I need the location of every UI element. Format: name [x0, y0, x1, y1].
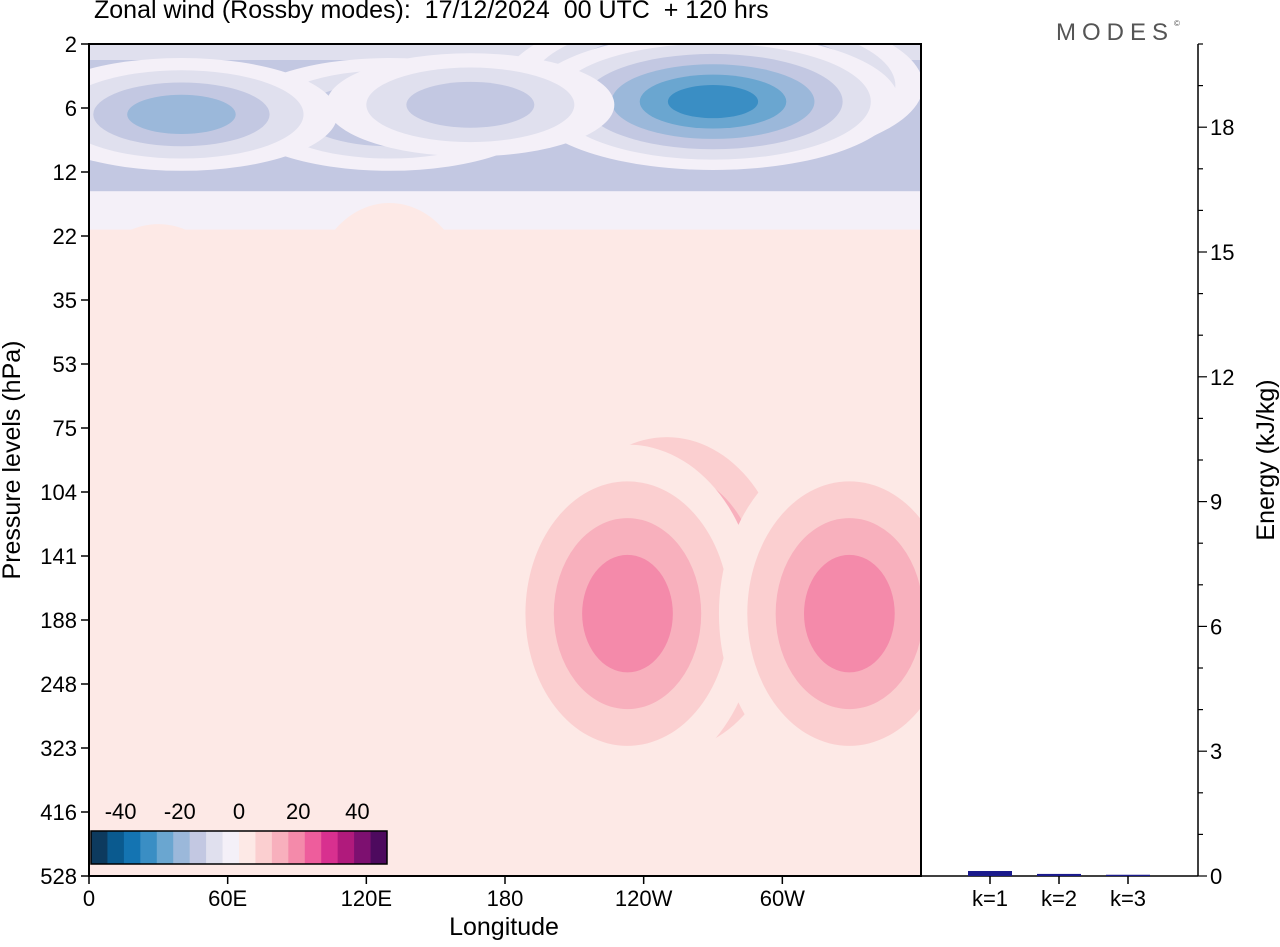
field-contour-3-3 [127, 94, 236, 135]
colorbar-swatch [173, 831, 191, 864]
energy-tick-label: 9 [1210, 490, 1222, 515]
colorbar-swatch [123, 831, 141, 864]
energy-axis-label: Energy (kJ/kg) [1252, 379, 1280, 540]
y-axis-label: Pressure levels (hPa) [0, 341, 26, 580]
x-tick-label: 180 [487, 886, 524, 911]
colorbar-swatch [239, 831, 256, 864]
y-tick-label: 6 [65, 96, 77, 121]
y-tick-label: 248 [40, 672, 77, 697]
colorbar-swatch [271, 831, 289, 864]
colorbar-swatch [107, 831, 125, 864]
energy-category-label: k=2 [1041, 886, 1077, 911]
x-tick-label: 0 [83, 886, 95, 911]
field-contour-11-0 [89, 542, 169, 737]
colorbar: -40 -20 0 20 40 [90, 799, 388, 865]
logo-text: MODES [1056, 19, 1175, 46]
colorbar-tick-label: -40 [105, 799, 137, 824]
y-tick-label: 323 [40, 736, 77, 761]
energy-bar [968, 871, 1012, 876]
field-contour-6-3 [582, 554, 673, 673]
y-tick-label: 104 [40, 480, 77, 505]
field-contour-4-2 [406, 81, 535, 128]
colorbar-swatch [140, 831, 158, 864]
hovmoller-heatmap [89, 44, 921, 876]
colorbar-swatch [337, 831, 355, 864]
logo-copyright-mark: © [1174, 19, 1180, 28]
colorbar-tick-label: 20 [286, 799, 310, 824]
y-tick-label: 2 [65, 32, 77, 57]
colorbar-swatch [222, 831, 240, 864]
colorbar-tick-label: 0 [233, 799, 245, 824]
energy-tick-label: 12 [1210, 365, 1234, 390]
energy-bar-panel: 0 3 6 9 12 15 18 k=1 k=2 k=3 [921, 43, 1234, 911]
y-tick-label: 22 [53, 224, 77, 249]
field-contour-7-3 [803, 554, 895, 673]
pressure-axis: 2 6 12 22 35 53 75 104 141 188 248 323 416 528 [40, 32, 89, 889]
x-tick-label: 60W [760, 886, 805, 911]
y-tick-label: 35 [53, 288, 77, 313]
field-contour-9-0 [89, 224, 241, 428]
colorbar-swatch [189, 831, 207, 864]
energy-tick-label: 3 [1210, 739, 1222, 764]
y-tick-label: 12 [53, 160, 77, 185]
field-contour-10-0 [310, 203, 469, 397]
colorbar-swatch [288, 831, 306, 864]
colorbar-swatch [156, 831, 174, 864]
y-tick-label: 75 [53, 416, 77, 441]
y-tick-label: 53 [53, 352, 77, 377]
colorbar-swatch [91, 831, 108, 864]
energy-tick-label: 0 [1210, 864, 1222, 889]
energy-tick-label: 18 [1210, 115, 1234, 140]
energy-bar [1106, 874, 1150, 876]
y-tick-label: 528 [40, 864, 77, 889]
colorbar-swatch [370, 831, 388, 864]
colorbar-frame [90, 830, 388, 865]
chart-title: Zonal wind (Rossby modes): 17/12/2024 00… [94, 0, 769, 24]
y-tick-label: 416 [40, 800, 77, 825]
energy-tick-label: 15 [1210, 240, 1234, 265]
x-tick-label: 120E [341, 886, 392, 911]
energy-category-label: k=1 [972, 886, 1008, 911]
x-tick-label: 60E [208, 886, 247, 911]
x-tick-label: 120W [615, 886, 673, 911]
colorbar-tick-label: 40 [345, 799, 369, 824]
colorbar-swatch [354, 831, 371, 864]
field-easterly-edge [89, 191, 921, 230]
energy-bar [1037, 873, 1081, 876]
field-contour-1-5 [667, 85, 759, 119]
x-axis-label: Longitude [449, 913, 559, 941]
colorbar-swatch [255, 831, 273, 864]
colorbar-swatch [206, 831, 223, 864]
energy-tick-label: 6 [1210, 614, 1222, 639]
colorbar-swatch [304, 831, 322, 864]
energy-category-label: k=3 [1110, 886, 1146, 911]
modes-logo: MODES© [1056, 19, 1180, 47]
longitude-axis: 0 60E 120E 180 120W 60W [83, 876, 805, 911]
y-tick-label: 141 [40, 544, 77, 569]
colorbar-tick-label: -20 [164, 799, 196, 824]
y-tick-label: 188 [40, 608, 77, 633]
colorbar-swatch [321, 831, 339, 864]
